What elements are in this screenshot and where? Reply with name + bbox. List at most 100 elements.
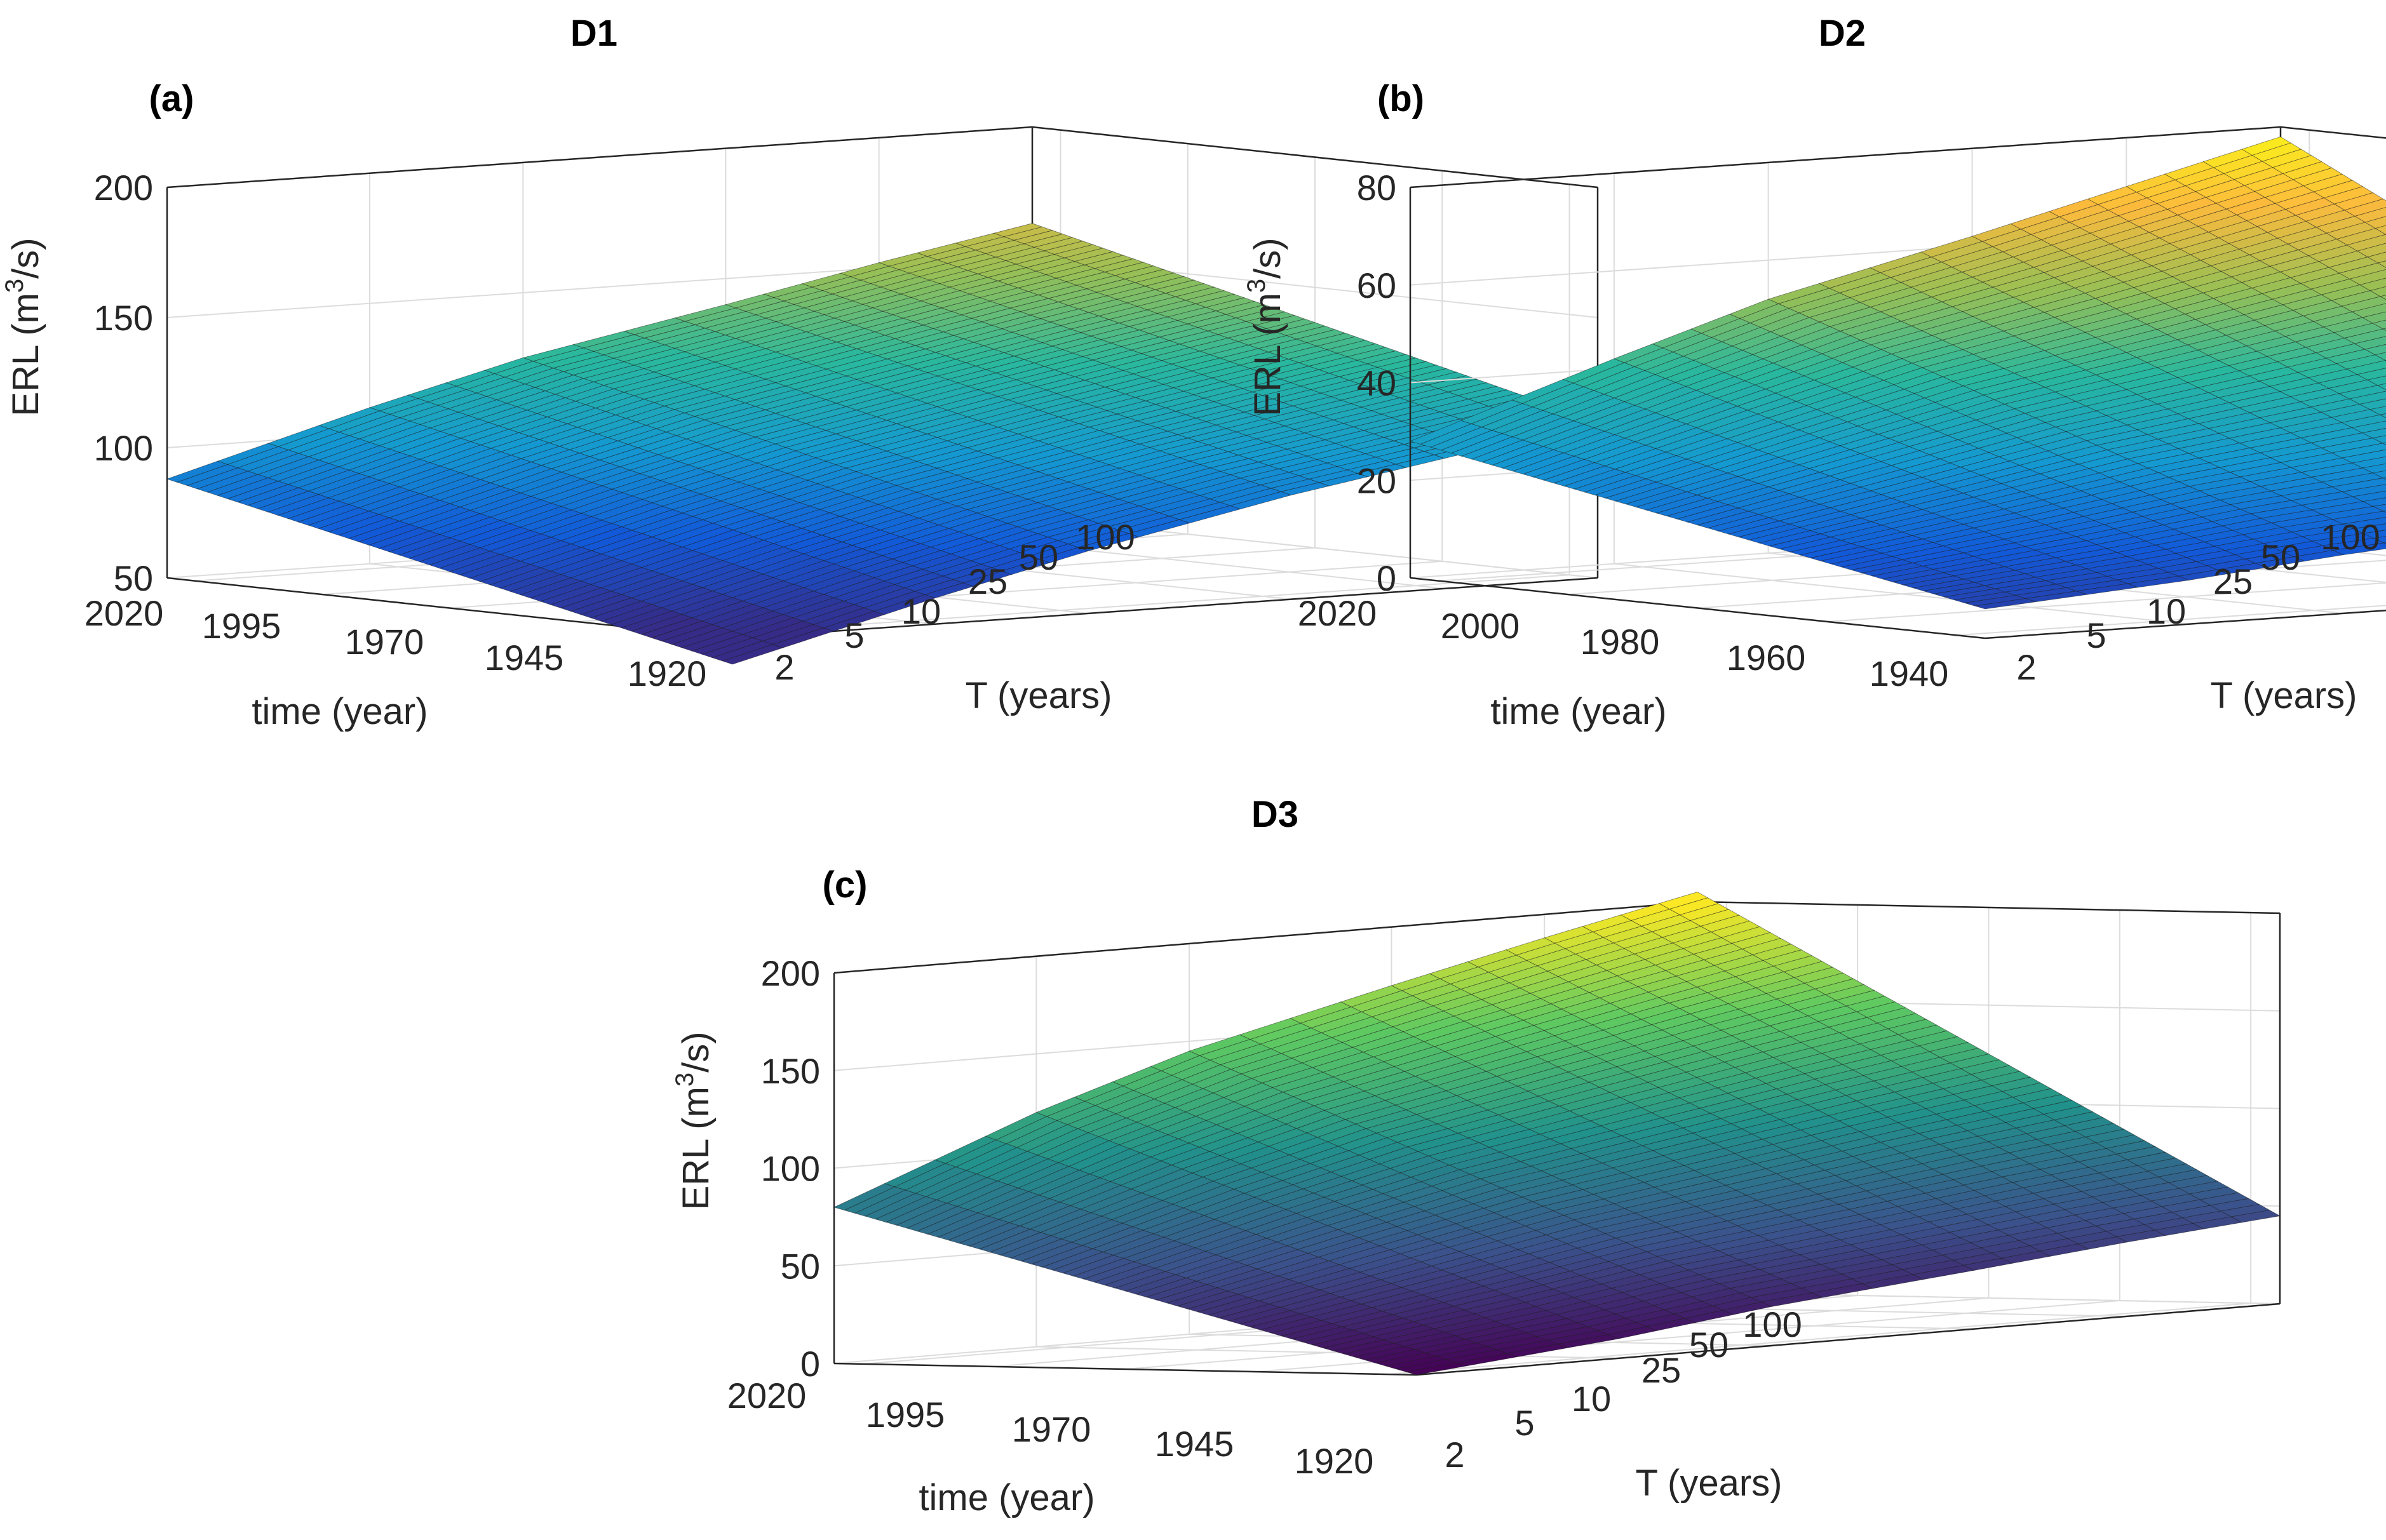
- T-tick-label: 2: [774, 647, 794, 687]
- gridline-time: [1827, 582, 2386, 622]
- surface-cell: [2362, 497, 2386, 507]
- axis-edge: [1985, 609, 2386, 639]
- surface-cell: [2374, 352, 2386, 361]
- time-tick-label: 2020: [727, 1376, 807, 1416]
- z-tick-label: 200: [94, 168, 153, 208]
- y-axis-label: T (years): [2211, 675, 2357, 716]
- T-tick-label: 100: [1075, 517, 1135, 557]
- surface-cell: [2230, 1210, 2281, 1223]
- surface-cell: [2343, 198, 2386, 217]
- x-axis-label: time (year): [1490, 691, 1666, 732]
- surface-cell: [2359, 278, 2386, 291]
- T-tick-label: 100: [1742, 1304, 1802, 1344]
- z-tick-label: 60: [1357, 265, 1396, 305]
- T-tick-label: 25: [968, 561, 1008, 601]
- chart-title: D1: [570, 13, 617, 54]
- surface-cell: [2331, 443, 2386, 459]
- T-tick-label: 2: [2016, 647, 2036, 687]
- x-axis-label: time (year): [919, 1477, 1095, 1518]
- T-tick-label: 25: [1641, 1350, 1681, 1390]
- z-label-tail: /s): [675, 1031, 717, 1072]
- time-tick-label: 2020: [84, 593, 164, 633]
- surface-cell: [2077, 1236, 2128, 1250]
- z-axis-label: ERL (m3/s): [1, 238, 46, 416]
- surface-cell: [2379, 413, 2386, 418]
- z-label-main: ERL (m: [1247, 293, 1288, 416]
- time-tick-label: 2000: [1441, 606, 1520, 646]
- z-tick-label: 80: [1357, 168, 1396, 208]
- surface-cell: [2375, 225, 2386, 235]
- surface-cell: [1039, 547, 1089, 563]
- surface-cell: [2364, 344, 2386, 356]
- z-label-sup: 3: [1243, 279, 1271, 293]
- T-tick-label: 10: [901, 591, 941, 631]
- axis-edge: [1032, 126, 1598, 189]
- axis-edge: [166, 126, 1033, 189]
- surface-cell: [2331, 511, 2386, 525]
- T-tick-label: 5: [1514, 1403, 1534, 1443]
- T-tick-label: 50: [2261, 537, 2300, 577]
- z-label-main: ERL (m: [675, 1087, 717, 1210]
- T-tick-label: 50: [1689, 1325, 1729, 1365]
- surface-cell: [2357, 243, 2386, 258]
- surface-cell: [2356, 368, 2386, 380]
- time-tick-label: 1980: [1581, 622, 1660, 662]
- surface-cell: [2369, 286, 2386, 297]
- time-tick-label: 1995: [202, 606, 281, 646]
- surface-cell: [2366, 375, 2386, 386]
- axis-edge: [1416, 1302, 2281, 1376]
- time-tick-label: 1945: [485, 638, 564, 678]
- T-tick-label: 25: [2213, 561, 2253, 601]
- surface-cell: [2342, 517, 2386, 530]
- surface-cell: [2346, 360, 2386, 375]
- axis-edge: [833, 1362, 1417, 1376]
- surface-cell: [2343, 328, 2386, 344]
- surface: [1409, 136, 2386, 610]
- axis-edge: [1410, 577, 1986, 639]
- time-tick-label: 2020: [1298, 593, 1377, 633]
- y-axis-label: T (years): [1636, 1463, 1783, 1504]
- surface-cell: [1229, 491, 1292, 510]
- surface-cell: [2373, 536, 2386, 544]
- z-tick-label: 50: [781, 1246, 820, 1286]
- surface-cell: [2361, 463, 2386, 474]
- T-tick-label: 10: [1572, 1379, 1611, 1419]
- T-tick-label: 2: [1445, 1435, 1464, 1475]
- T-tick-label: 5: [844, 615, 864, 655]
- axis-edge: [1410, 126, 2281, 189]
- y-axis-label: T (years): [966, 675, 1112, 716]
- time-tick-label: 1920: [628, 653, 707, 693]
- z-tick-label: 40: [1357, 363, 1396, 403]
- surface-cell: [2376, 383, 2386, 391]
- panel-label: (b): [1377, 78, 1424, 119]
- surface-cell: [1395, 454, 1446, 468]
- time-tick-label: 1995: [866, 1395, 945, 1435]
- surface-cell: [2331, 478, 2386, 492]
- z-tick-label: 150: [761, 1051, 820, 1091]
- z-tick-label: 100: [761, 1149, 820, 1189]
- surface-cell: [2352, 523, 2386, 534]
- surface: [833, 892, 2281, 1376]
- surface-cell: [873, 594, 936, 615]
- surface-cell: [2382, 477, 2386, 480]
- surface-cell: [2383, 542, 2386, 544]
- T-tick-label: 50: [1019, 537, 1058, 577]
- time-tick-label: 1945: [1155, 1424, 1234, 1464]
- z-tick-label: 0: [1377, 558, 1396, 598]
- T-tick-label: 100: [2321, 517, 2380, 557]
- z-label-main: ERL (m: [5, 293, 46, 416]
- surface-cell: [2127, 575, 2190, 588]
- gridline-time: [1956, 605, 2386, 636]
- T-tick-label: 10: [2147, 591, 2186, 631]
- surface-cell: [1912, 1265, 1975, 1280]
- surface-cell: [2364, 216, 2386, 229]
- surface-cell: [2367, 251, 2386, 264]
- z-label-tail: /s): [5, 238, 46, 278]
- axis-edge: [2280, 126, 2386, 139]
- surface-cell: [2293, 550, 2345, 562]
- surface-cell: [2372, 470, 2386, 479]
- T-tick-label: 5: [2086, 615, 2106, 655]
- chart-title: D2: [1819, 13, 1866, 54]
- surface-cell: [2342, 484, 2386, 497]
